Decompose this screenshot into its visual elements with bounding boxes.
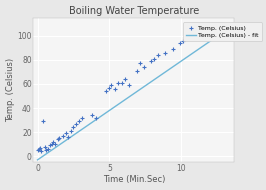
Temp. (Celsius) — [163, 51, 168, 54]
Temp. (Celsius) — [206, 36, 211, 39]
Temp. (Celsius) — [178, 41, 182, 44]
Temp. (Celsius) — [66, 135, 70, 139]
Temp. (Celsius) — [43, 145, 47, 148]
Temp. (Celsius) — [68, 129, 73, 132]
Temp. (Celsius) — [113, 87, 117, 90]
Temp. (Celsius) — [38, 146, 42, 149]
Temp. (Celsius) — [44, 149, 48, 152]
Temp. (Celsius) — [35, 149, 40, 152]
Temp. (Celsius) — [199, 37, 203, 40]
Temp. (Celsius) — [80, 116, 84, 119]
Temp. (Celsius) — [221, 33, 225, 36]
Temp. (Celsius) — [56, 138, 60, 141]
Temp. (Celsius) — [138, 62, 142, 65]
Temp. (Celsius) — [120, 81, 124, 84]
Legend: Temp. (Celsius), Temp. (Celsius) - fit: Temp. (Celsius), Temp. (Celsius) - fit — [183, 22, 262, 41]
Temp. (Celsius) — [156, 54, 160, 57]
Temp. (Celsius) — [152, 57, 156, 60]
Temp. (Celsius) — [192, 36, 196, 39]
Y-axis label: Temp. (Celsius): Temp. (Celsius) — [6, 58, 15, 122]
Temp. (Celsius) — [90, 114, 94, 117]
Temp. (Celsius) — [149, 60, 153, 63]
Temp. (Celsius) — [74, 122, 78, 125]
Temp. (Celsius) — [57, 137, 61, 140]
Temp. (Celsius) — [64, 132, 68, 135]
Temp. (Celsius) — [45, 147, 50, 150]
Temp. (Celsius) — [181, 39, 185, 42]
Temp. (Celsius) — [142, 66, 146, 69]
Temp. (Celsius) — [127, 84, 132, 87]
Temp. (Celsius) — [50, 143, 54, 146]
Temp. (Celsius) — [107, 86, 111, 89]
X-axis label: Time (Min.Sec): Time (Min.Sec) — [103, 175, 165, 184]
Temp. (Celsius) — [214, 34, 218, 37]
Temp. (Celsius) — [116, 81, 120, 84]
Temp. (Celsius) — [51, 140, 56, 143]
Temp. (Celsius) — [48, 144, 53, 147]
Temp. (Celsius) — [135, 69, 139, 72]
Temp. (Celsius) — [61, 134, 65, 137]
Temp. (Celsius) — [37, 147, 41, 150]
Temp. (Celsius) — [123, 78, 127, 81]
Temp. (Celsius) — [109, 84, 113, 87]
Temp. (Celsius) — [222, 28, 226, 31]
Temp. (Celsius) — [94, 116, 99, 119]
Temp. (Celsius) — [104, 90, 109, 93]
Temp. (Celsius) — [77, 120, 81, 123]
Temp. (Celsius) — [39, 150, 43, 153]
Title: Boiling Water Temperature: Boiling Water Temperature — [69, 6, 199, 16]
Temp. (Celsius) — [53, 143, 57, 146]
Temp. (Celsius) — [71, 126, 76, 129]
Temp. (Celsius) — [171, 48, 175, 51]
Temp. (Celsius) — [40, 120, 45, 123]
